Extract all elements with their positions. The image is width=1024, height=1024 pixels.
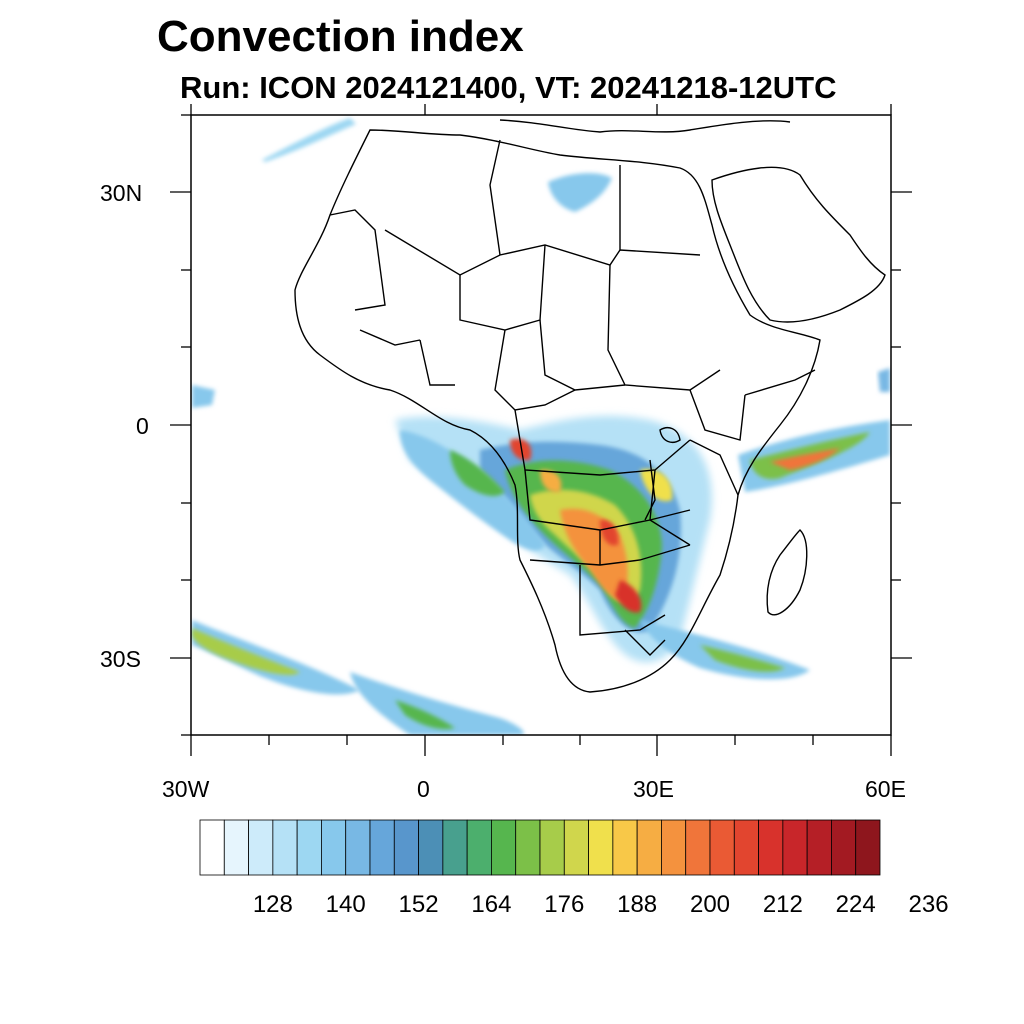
colorbar-box (442, 819, 468, 876)
colorbar-box (588, 819, 614, 876)
colorbar-label: 128 (253, 891, 293, 918)
colorbar-box (223, 819, 249, 876)
colorbar-box (491, 819, 517, 876)
colorbar-box (806, 819, 832, 876)
colorbar-label: 236 (909, 891, 949, 918)
colorbar-box (661, 819, 687, 876)
colorbar-box (855, 819, 881, 876)
colorbar-label: 152 (399, 891, 439, 918)
colorbar-box (612, 819, 638, 876)
colorbar-box (539, 819, 565, 876)
colorbar-box (782, 819, 808, 876)
colorbar-label: 200 (690, 891, 730, 918)
colorbar-label: 212 (763, 891, 803, 918)
lat-label-30n: 30N (100, 180, 143, 206)
colorbar-box (296, 819, 322, 876)
colorbar-box (272, 819, 298, 876)
plot-subtitle: Run: ICON 2024121400, VT: 20241218-12UTC (180, 70, 837, 105)
colorbar-box (418, 819, 444, 876)
colorbar-label: 140 (326, 891, 366, 918)
colorbar-box (758, 819, 784, 876)
colorbar-box (345, 819, 371, 876)
colorbar-boxes (199, 819, 881, 876)
lat-label-0: 0 (136, 413, 149, 439)
map-ticks (170, 104, 912, 756)
colorbar-box (466, 819, 492, 876)
colorbar-label: 224 (836, 891, 876, 918)
colorbar-box (685, 819, 711, 876)
lon-label-30e: 30E (633, 776, 674, 802)
lat-label-30s: 30S (100, 646, 141, 672)
plot-title: Convection index (157, 12, 524, 61)
colorbar-box (248, 819, 274, 876)
coastlines (294, 119, 886, 693)
colorbar-box (636, 819, 662, 876)
colorbar-box (321, 819, 347, 876)
colorbar-label: 188 (617, 891, 657, 918)
colorbar-box (393, 819, 419, 876)
colorbar-box (709, 819, 735, 876)
colorbar-box (563, 819, 589, 876)
colorbar-box (199, 819, 225, 876)
convection-field (192, 118, 890, 735)
lon-label-0: 0 (417, 776, 430, 802)
colorbar-label: 164 (471, 891, 511, 918)
colorbar-box (831, 819, 857, 876)
colorbar-label: 176 (544, 891, 584, 918)
lon-label-60e: 60E (865, 776, 906, 802)
colorbar-box (515, 819, 541, 876)
colorbar-labels: 128 140 152 164 176 188 200 212 224 236 (253, 891, 949, 918)
colorbar-box (369, 819, 395, 876)
map-panel (170, 104, 912, 756)
colorbar-box (733, 819, 759, 876)
lon-label-30w: 30W (162, 776, 210, 802)
